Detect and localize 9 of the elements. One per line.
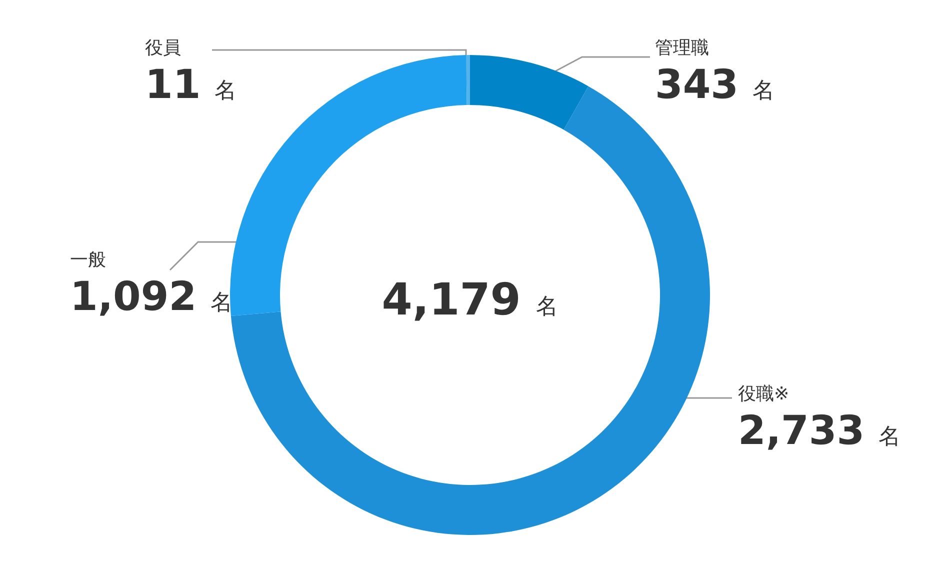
data-label: 2,733 名: [738, 408, 900, 454]
slice-label: 管理職: [655, 38, 709, 58]
slice-label: 役員: [145, 38, 181, 58]
slice-label: 一般: [70, 250, 106, 270]
data-label: 1,092 名: [70, 274, 232, 320]
data-label: 11 名: [145, 62, 237, 108]
slice-label: 役職※: [738, 384, 790, 404]
text: 4,179 名: [382, 274, 558, 326]
data-label: 343 名: [655, 62, 774, 108]
